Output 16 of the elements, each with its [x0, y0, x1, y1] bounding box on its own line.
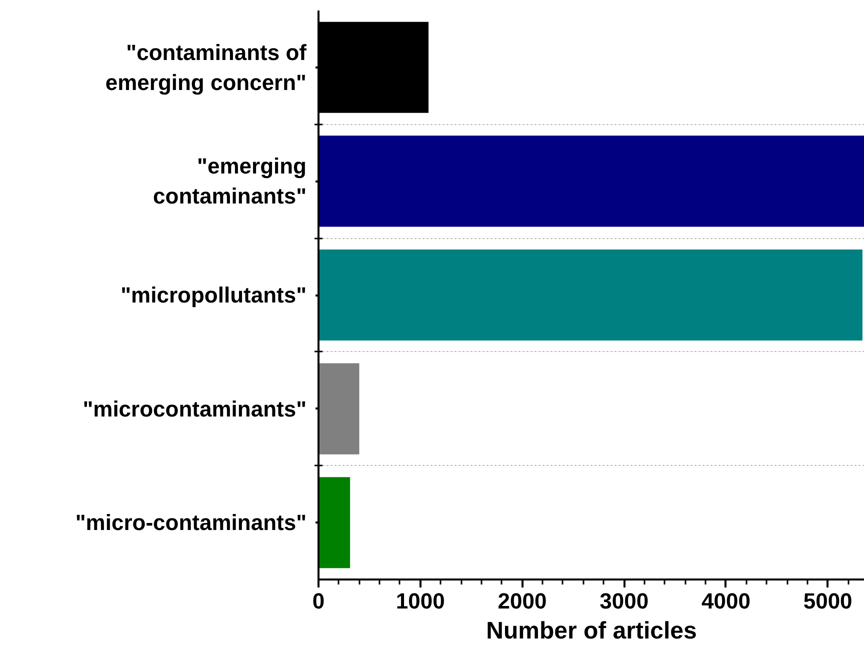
y-tick-label: "contaminants of emerging concern": [105, 40, 308, 95]
x-tick-label: 5000: [803, 588, 852, 614]
y-tick-label: "micropollutants": [120, 282, 307, 308]
bar: [318, 249, 862, 341]
bar: [318, 477, 350, 568]
x-tick-label: 2000: [498, 588, 547, 614]
y-tick-label: "microcontaminants": [82, 396, 307, 422]
bar: [318, 136, 864, 227]
y-tick-label: "emerging contaminants": [153, 154, 306, 209]
bar: [318, 363, 360, 454]
x-tick-label: 0: [312, 588, 325, 614]
x-tick-label: 4000: [701, 588, 750, 614]
x-tick-label: 1000: [396, 588, 445, 614]
y-tick-label: "micro-contaminants": [75, 510, 307, 536]
x-axis-title: Number of articles: [486, 618, 697, 644]
x-tick-label: 3000: [600, 588, 649, 614]
